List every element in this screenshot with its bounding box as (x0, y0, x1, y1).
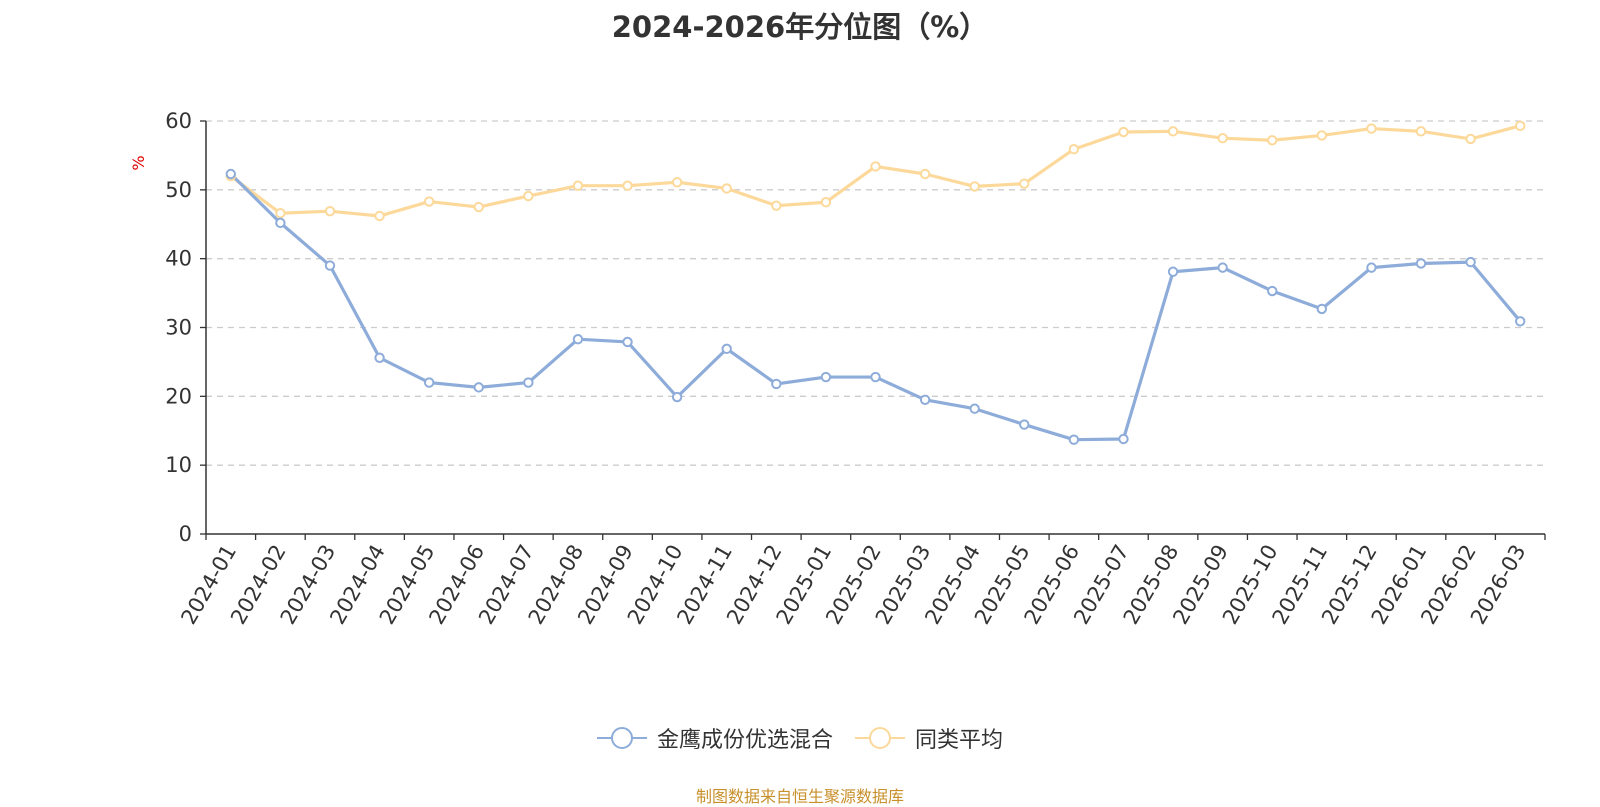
data-point-series-1[interactable] (622, 336, 633, 348)
data-point-series-1[interactable] (1415, 258, 1427, 269)
data-point-series-1[interactable] (423, 377, 435, 388)
y-tick-label: 50 (165, 178, 192, 202)
data-point-series-2[interactable] (1217, 133, 1228, 144)
y-tick-label: 30 (165, 316, 192, 340)
data-point-series-1[interactable] (1167, 266, 1179, 277)
y-tick-label: 20 (165, 384, 192, 408)
legend: 金鹰成份优选混合 同类平均 (0, 722, 1600, 754)
y-axis-label: % (129, 155, 148, 170)
data-point-series-1[interactable] (1217, 262, 1228, 273)
series-line-1 (229, 172, 1522, 442)
legend-symbol-series-1 (596, 727, 647, 749)
data-point-series-2[interactable] (1366, 123, 1377, 134)
data-point-series-2[interactable] (324, 205, 336, 217)
data-point-series-1[interactable] (225, 168, 236, 180)
data-point-series-2[interactable] (969, 181, 980, 192)
data-point-series-1[interactable] (572, 334, 584, 345)
data-point-series-2[interactable] (820, 197, 832, 208)
data-point-series-2[interactable] (1167, 126, 1179, 137)
data-point-series-2[interactable] (275, 208, 286, 219)
data-point-series-1[interactable] (1267, 285, 1278, 297)
data-point-series-1[interactable] (1465, 256, 1476, 268)
data-point-series-1[interactable] (1068, 434, 1080, 445)
data-point-series-2[interactable] (473, 201, 484, 213)
data-point-series-2[interactable] (423, 196, 435, 207)
series-lines (229, 124, 1522, 442)
y-tick-label: 60 (165, 109, 192, 133)
data-point-series-2[interactable] (1068, 144, 1080, 155)
legend-item-series-2[interactable]: 同类平均 (855, 722, 1003, 754)
data-point-series-2[interactable] (1118, 126, 1129, 138)
data-point-series-2[interactable] (1415, 126, 1427, 137)
grid-lines (206, 120, 1545, 466)
data-point-series-1[interactable] (374, 352, 385, 363)
data-point-series-1[interactable] (671, 391, 683, 403)
data-point-series-1[interactable] (275, 217, 286, 229)
data-point-series-2[interactable] (721, 183, 732, 194)
data-point-series-2[interactable] (671, 177, 683, 188)
series-points (225, 120, 1526, 445)
data-point-series-1[interactable] (771, 378, 782, 390)
line-chart: 0 10 20 30 40 50 60 2024-012024-022024-032024-… (129, 109, 1546, 629)
axes (200, 120, 1546, 540)
data-point-series-2[interactable] (771, 200, 782, 211)
source-note: 制图数据来自恒生聚源数据库 (695, 787, 904, 806)
y-tick-label: 40 (165, 247, 192, 271)
data-point-series-2[interactable] (622, 180, 633, 191)
data-point-series-1[interactable] (919, 394, 931, 405)
data-point-series-2[interactable] (1019, 178, 1030, 189)
y-tick-label: 10 (165, 453, 192, 477)
data-point-series-2[interactable] (572, 180, 584, 191)
legend-label-series-1: 金鹰成份优选混合 (656, 728, 833, 753)
data-point-series-2[interactable] (374, 210, 385, 222)
data-point-series-1[interactable] (1366, 262, 1377, 273)
legend-label-series-2: 同类平均 (915, 728, 1004, 753)
data-point-series-2[interactable] (870, 161, 881, 172)
data-point-series-2[interactable] (1515, 120, 1526, 132)
data-point-series-1[interactable] (473, 382, 484, 393)
legend-symbol-series-2 (855, 727, 905, 749)
data-point-series-2[interactable] (1316, 130, 1328, 141)
data-point-series-1[interactable] (1316, 303, 1328, 315)
data-point-series-1[interactable] (1019, 419, 1030, 430)
data-point-series-2[interactable] (919, 168, 931, 180)
data-point-series-1[interactable] (1118, 433, 1129, 445)
legend-item-series-1[interactable]: 金鹰成份优选混合 (596, 722, 833, 754)
data-point-series-1[interactable] (820, 371, 832, 383)
data-point-series-2[interactable] (1465, 133, 1476, 145)
y-tick-label: 0 (179, 522, 192, 546)
y-tick-labels: 0 10 20 30 40 50 60 (165, 109, 192, 546)
chart-title: 2024-2026年分位图（%） (611, 10, 989, 44)
data-point-series-1[interactable] (523, 377, 534, 388)
x-tick-labels: 2024-012024-022024-032024-042024-052024-… (176, 541, 1530, 629)
data-point-series-2[interactable] (523, 190, 534, 202)
data-point-series-1[interactable] (969, 403, 980, 414)
data-point-series-2[interactable] (1267, 135, 1278, 146)
data-point-series-1[interactable] (1515, 316, 1526, 327)
data-point-series-1[interactable] (324, 260, 336, 271)
data-point-series-1[interactable] (721, 343, 732, 355)
data-point-series-1[interactable] (870, 371, 881, 383)
